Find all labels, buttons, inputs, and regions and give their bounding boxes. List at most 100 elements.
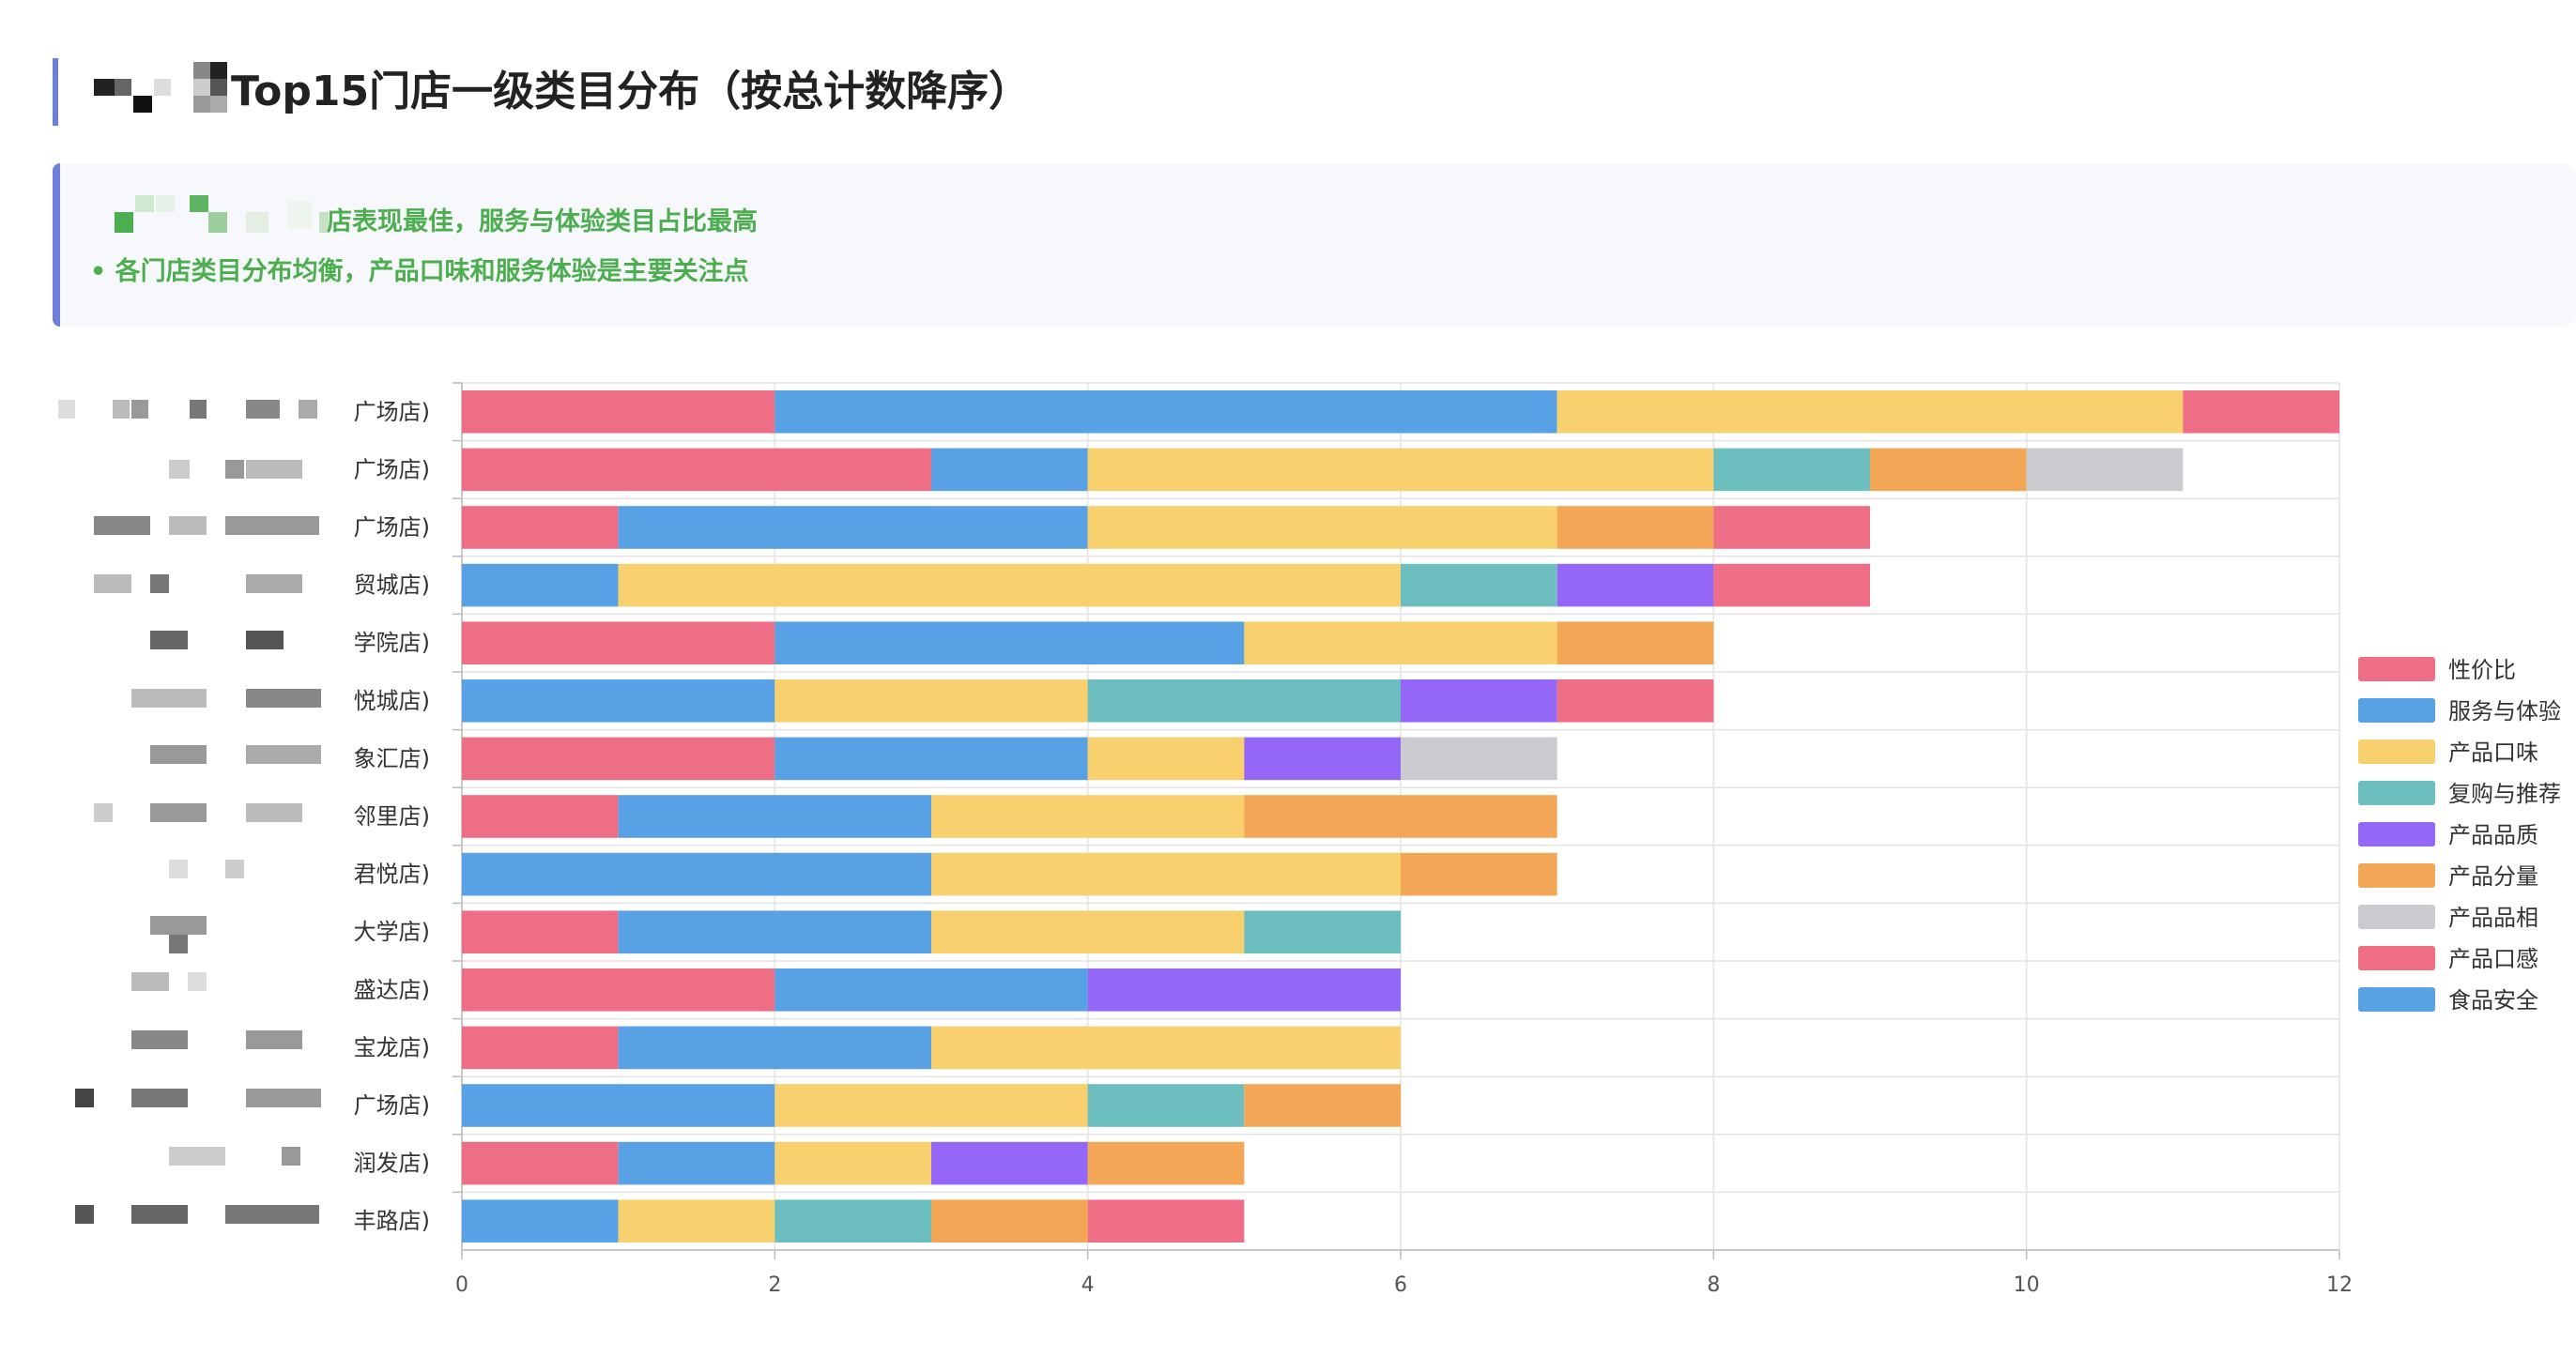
- bar-segment: [462, 679, 775, 723]
- bar-segment: [462, 910, 619, 953]
- bar-segment: [1556, 679, 1714, 723]
- bar-segment: [1870, 448, 2027, 492]
- legend-swatch: [2358, 863, 2435, 888]
- legend-swatch: [2358, 905, 2435, 929]
- bar-segment: [462, 448, 931, 492]
- bar-segment: [1401, 737, 1557, 781]
- bar-segment: [462, 1026, 619, 1070]
- legend-label: 产品口感: [2448, 946, 2538, 972]
- bar-segment: [462, 390, 775, 434]
- bar-segment: [774, 737, 1088, 781]
- bar-segment: [618, 1026, 931, 1070]
- bar-segment: [1087, 679, 1401, 723]
- category-label: 贸城店): [354, 572, 430, 599]
- bar-segment: [774, 1084, 1088, 1127]
- bar-segment: [1244, 910, 1401, 953]
- bar-segment: [1556, 621, 1714, 664]
- x-tick-label: 0: [455, 1273, 468, 1297]
- legend-label: 复购与推荐: [2448, 781, 2561, 807]
- bar-segment: [462, 968, 775, 1012]
- bar-segment: [462, 1141, 619, 1185]
- bar-segment: [774, 621, 1245, 664]
- page-title-bar: Top15门店一级类目分布（按总计数降序）: [53, 58, 2493, 126]
- legend-swatch: [2358, 781, 2435, 805]
- legend-label: 产品分量: [2448, 863, 2538, 890]
- page-title: Top15门店一级类目分布（按总计数降序）: [231, 68, 1031, 115]
- title-accent-bar: [53, 58, 58, 126]
- bar-segment: [618, 1141, 775, 1185]
- category-label: 悦城店): [354, 688, 430, 714]
- bar-segment: [774, 390, 1557, 434]
- bar-segment: [931, 795, 1245, 838]
- category-label: 君悦店): [354, 861, 430, 888]
- bar-segment: [1087, 506, 1557, 549]
- bar-segment: [462, 795, 619, 838]
- bar-segment: [774, 679, 1088, 723]
- legend-swatch: [2358, 987, 2435, 1012]
- legend-swatch: [2358, 822, 2435, 846]
- bar-segment: [2026, 448, 2184, 492]
- bar-segment: [1087, 448, 1714, 492]
- bar-segment: [618, 795, 931, 838]
- bar-segment: [462, 1084, 775, 1127]
- bar-segment: [931, 910, 1245, 953]
- legend-label: 产品品相: [2448, 905, 2538, 931]
- legend-swatch: [2358, 657, 2435, 681]
- category-label: 广场店): [354, 514, 430, 541]
- bar-segment: [1713, 448, 1870, 492]
- bar-segment: [931, 1199, 1088, 1243]
- category-label: 盛达店): [354, 977, 430, 1003]
- bar-segment: [1401, 852, 1557, 896]
- x-tick-label: 2: [768, 1273, 781, 1297]
- bar-segment: [618, 563, 1401, 607]
- category-label: 大学店): [354, 919, 430, 945]
- category-label: 广场店): [354, 456, 430, 482]
- bar-segment: [1244, 737, 1401, 781]
- x-tick-label: 10: [2014, 1273, 2040, 1297]
- bar-segment: [1556, 506, 1714, 549]
- x-tick-label: 6: [1394, 1273, 1407, 1297]
- x-tick-label: 8: [1707, 1273, 1720, 1297]
- x-tick-label: 4: [1081, 1273, 1095, 1297]
- bar-segment: [1087, 1199, 1245, 1243]
- bar-segment: [1556, 563, 1714, 607]
- legend-label: 产品品质: [2448, 822, 2538, 848]
- legend-label: 性价比: [2448, 657, 2516, 683]
- category-label: 广场店): [354, 1092, 430, 1119]
- bar-segment: [462, 621, 775, 664]
- category-label: 丰路店): [354, 1208, 430, 1234]
- bar-segment: [462, 737, 775, 781]
- bar-segment: [462, 563, 619, 607]
- bar-segment: [1401, 563, 1557, 607]
- bar-segment: [618, 1199, 775, 1243]
- bar-segment: [1713, 563, 1870, 607]
- bar-segment: [462, 852, 931, 896]
- legend-label: 产品口味: [2448, 739, 2538, 766]
- category-label: 广场店): [354, 399, 430, 425]
- bar-segment: [2183, 390, 2339, 434]
- bar-segment: [931, 1026, 1401, 1070]
- bar-segment: [1087, 737, 1245, 781]
- summary-accent-bar: [53, 163, 60, 327]
- bar-segment: [774, 1141, 931, 1185]
- summary-line-1: 店表现最佳，服务与体验类目占比最高: [327, 207, 758, 236]
- bar-segment: [931, 448, 1088, 492]
- summary-line-2: • 各门店类目分布均衡，产品口味和服务体验是主要关注点: [90, 257, 749, 286]
- bar-segment: [1401, 679, 1557, 723]
- category-label: 宝龙店): [354, 1034, 430, 1060]
- category-label: 邻里店): [354, 803, 430, 830]
- legend-swatch: [2358, 739, 2435, 764]
- bar-segment: [1087, 1141, 1245, 1185]
- bar-segment: [1087, 1084, 1245, 1127]
- x-tick-label: 12: [2326, 1273, 2353, 1297]
- category-label: 润发店): [354, 1151, 430, 1177]
- category-label: 象汇店): [354, 745, 430, 771]
- bar-segment: [1244, 1084, 1401, 1127]
- legend-label: 服务与体验: [2448, 698, 2561, 724]
- legend-label: 食品安全: [2448, 987, 2538, 1014]
- bar-segment: [618, 910, 931, 953]
- legend-swatch: [2358, 698, 2435, 723]
- bar-segment: [462, 506, 619, 549]
- bar-segment: [618, 506, 1088, 549]
- bar-segment: [774, 1199, 931, 1243]
